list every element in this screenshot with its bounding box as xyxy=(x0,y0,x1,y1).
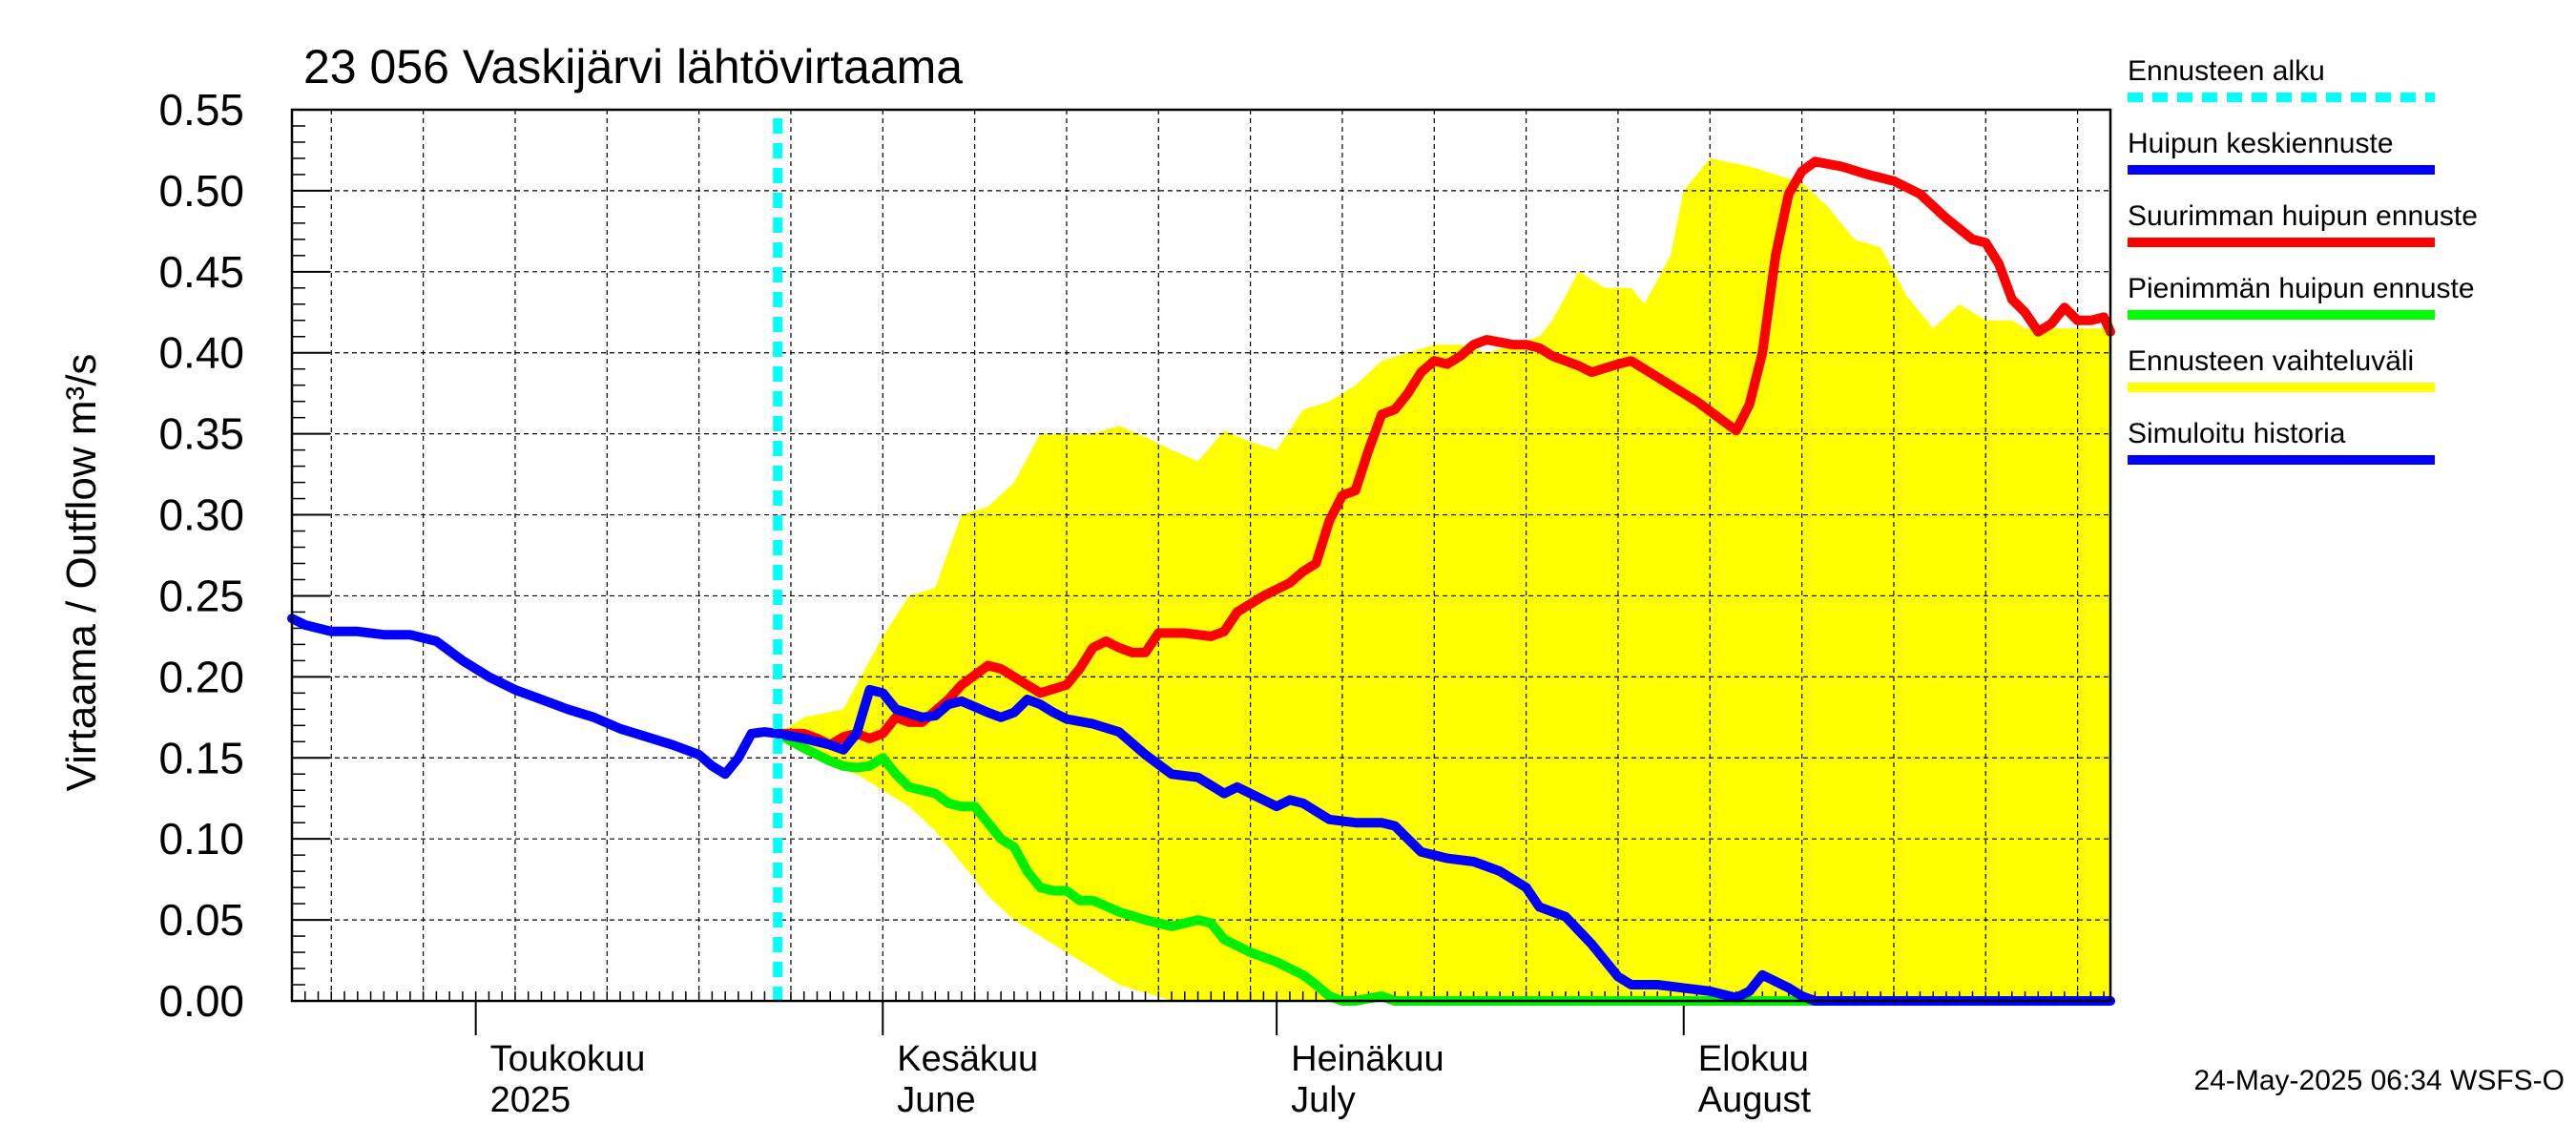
series-pienimman-huipun-ennuste xyxy=(773,728,2115,1006)
y-tick-label: 0.10 xyxy=(158,814,244,864)
y-tick-label: 0.45 xyxy=(158,247,244,297)
y-tick-label: 0.15 xyxy=(158,733,244,782)
x-month-label: Elokuu xyxy=(1698,1039,1809,1079)
y-tick-label: 0.35 xyxy=(158,409,244,459)
legend-label: Huipun keskiennuste xyxy=(2128,128,2394,159)
series-suurimman-huipun-ennuste xyxy=(773,156,2115,750)
legend-label: Simuloitu historia xyxy=(2128,418,2346,449)
y-tick-label: 0.40 xyxy=(158,328,244,378)
y-tick-label: 0.55 xyxy=(158,85,244,135)
x-month-label: Kesäkuu xyxy=(897,1039,1038,1079)
series-simuloitu-historia xyxy=(287,614,783,780)
plot-frame xyxy=(290,108,2112,1003)
x-month-sublabel: August xyxy=(1698,1080,1812,1120)
y-tick-label: 0.20 xyxy=(158,652,244,701)
x-month-label: Heinäkuu xyxy=(1291,1039,1444,1079)
chart-title: 23 056 Vaskijärvi lähtövirtaama xyxy=(303,40,963,94)
plot-area: 0.00 0.05 0.10 0.15 0.20 0.25 0.30 0.35 0.40 0.45… xyxy=(58,85,2115,1120)
x-month-label: Toukokuu xyxy=(490,1039,646,1079)
forecast-range-band xyxy=(778,157,2111,1001)
y-tick-label: 0.00 xyxy=(158,976,244,1026)
x-month-sublabel: 2025 xyxy=(490,1080,571,1120)
y-tick-label: 0.30 xyxy=(158,490,244,540)
y-tick-label: 0.05 xyxy=(158,895,244,945)
legend-label: Ennusteen alku xyxy=(2128,55,2325,87)
y-axis-label: Virtaama / Outflow m³/s xyxy=(58,354,105,792)
legend: Ennusteen alku Huipun keskiennuste Suurimm… xyxy=(2128,55,2478,465)
series-huipun-keskiennuste xyxy=(773,684,2115,1006)
legend-label: Ennusteen vaihteluväli xyxy=(2128,345,2414,377)
y-tick-label: 0.25 xyxy=(158,571,244,620)
x-month-sublabel: July xyxy=(1291,1080,1356,1120)
legend-label: Suurimman huipun ennuste xyxy=(2128,200,2478,232)
footer-timestamp: 24-May-2025 06:34 WSFS-O xyxy=(2194,1065,2566,1096)
x-month-sublabel: June xyxy=(897,1080,975,1120)
y-tick-label: 0.50 xyxy=(158,166,244,216)
legend-label: Pienimmän huipun ennuste xyxy=(2128,273,2475,304)
